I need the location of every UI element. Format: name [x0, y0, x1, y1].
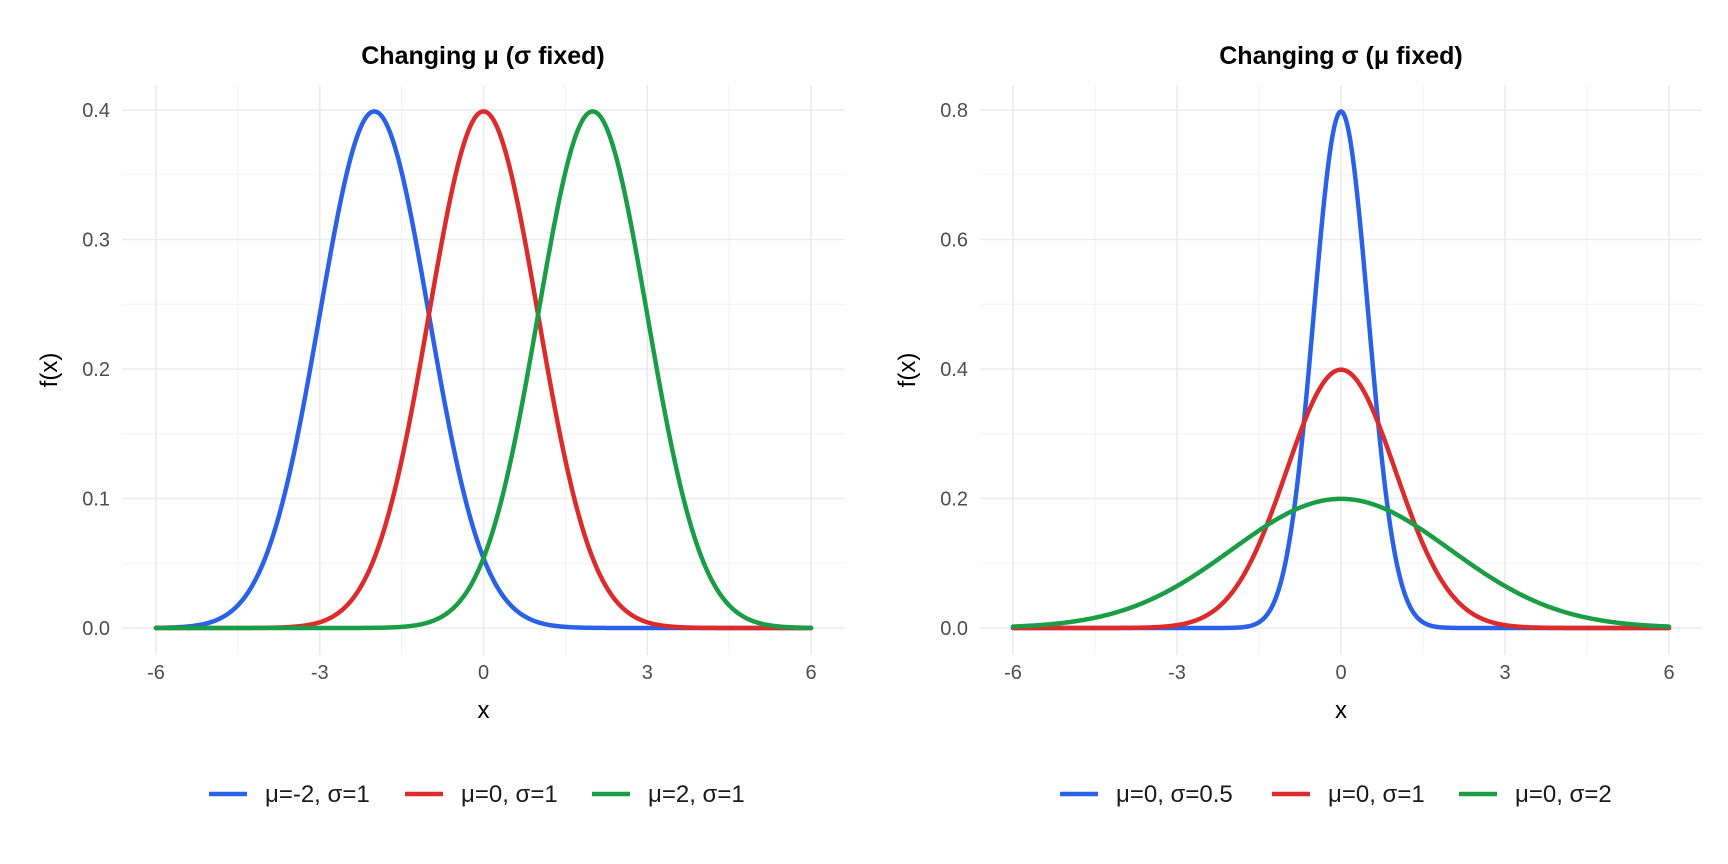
legend-label-2: μ=0, σ=1 — [461, 781, 558, 808]
y-axis-label: f(x) — [36, 353, 63, 388]
x-axis-label: x — [478, 697, 490, 724]
chart-title: Changing μ (σ fixed) — [361, 42, 605, 70]
y-tick-label: 0.1 — [82, 489, 110, 511]
x-tick-label: 6 — [1663, 662, 1674, 684]
y-tick-label: 0.0 — [82, 618, 110, 640]
y-tick-label: 0.4 — [82, 100, 110, 122]
x-tick-label: 6 — [805, 662, 816, 684]
y-tick-label: 0.4 — [940, 359, 968, 381]
x-tick-label: 0 — [478, 662, 489, 684]
y-tick-label: 0.8 — [940, 100, 968, 122]
panel-changing-mu: -6 -3 0 3 6 0.0 0.1 0.2 0.3 0.4 Changing μ (σ fixe… — [36, 42, 845, 808]
x-tick-label: -6 — [1004, 662, 1022, 684]
series-line-3 — [1010, 496, 1672, 629]
legend-label-3: μ=0, σ=2 — [1515, 781, 1612, 808]
series-line-3 — [153, 109, 814, 631]
y-tick-label: 0.3 — [82, 230, 110, 252]
series-line-2 — [1010, 367, 1672, 631]
x-tick-label: 3 — [1499, 662, 1510, 684]
y-tick-label: 0.2 — [82, 359, 110, 381]
legend-label-2: μ=0, σ=1 — [1328, 781, 1425, 808]
y-tick-label: 0.2 — [940, 489, 968, 511]
y-tick-label: 0.0 — [940, 618, 968, 640]
x-tick-label: -3 — [311, 662, 329, 684]
legend-label-1: μ=0, σ=0.5 — [1116, 781, 1233, 808]
x-tick-label: 3 — [642, 662, 653, 684]
y-tick-label: 0.6 — [940, 230, 968, 252]
legend-label-1: μ=-2, σ=1 — [265, 781, 370, 808]
x-axis-label: x — [1335, 697, 1347, 724]
y-axis-label: f(x) — [894, 353, 921, 388]
x-tick-label: 0 — [1335, 662, 1346, 684]
x-tick-label: -3 — [1168, 662, 1186, 684]
chart-title: Changing σ (μ fixed) — [1219, 42, 1463, 70]
panel-changing-sigma: -6 -3 0 3 6 0.0 0.2 0.4 0.6 0.8 Changing σ (μ fixe… — [894, 42, 1702, 808]
legend-label-3: μ=2, σ=1 — [648, 781, 745, 808]
x-tick-label: -6 — [147, 662, 165, 684]
